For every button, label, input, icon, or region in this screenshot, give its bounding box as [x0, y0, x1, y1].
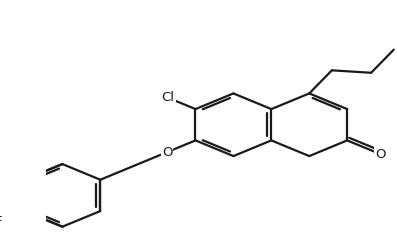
Text: O: O: [375, 148, 386, 161]
Text: Cl: Cl: [162, 91, 175, 104]
Text: O: O: [162, 146, 172, 159]
Text: F: F: [0, 215, 2, 228]
